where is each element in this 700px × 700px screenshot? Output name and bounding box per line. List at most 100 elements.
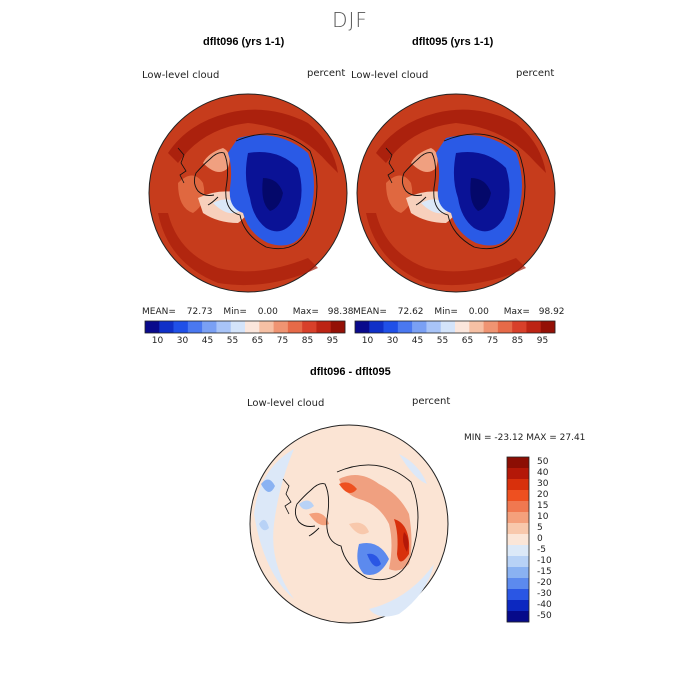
diff-colorbar-swatch	[507, 512, 529, 524]
panel-2-colorbar-swatch	[540, 321, 556, 333]
panel-1-colorbar-swatch	[302, 321, 317, 333]
panel-1-field-label: Low-level cloud	[142, 70, 220, 81]
diff-colorbar-swatch	[507, 578, 529, 590]
panel-1-colorbar-swatch	[145, 321, 160, 333]
figure-season-title: DJF	[332, 8, 368, 32]
panel-1-colorbar-tick-label: 65	[251, 336, 264, 346]
panel-2-colorbar-swatch	[412, 321, 427, 333]
panel-2-colorbar-swatch	[397, 321, 413, 333]
panel-1-colorbar	[144, 320, 346, 334]
panel-1-colorbar-swatch	[245, 321, 260, 333]
panel-2-colorbar-swatch	[426, 321, 442, 333]
panel-1-colorbar-tick-label: 75	[276, 336, 289, 346]
panel-1-colorbar-tick-label: 95	[326, 336, 339, 346]
panel-2-max-label: Max=	[503, 307, 530, 317]
diff-colorbar-swatch	[507, 589, 529, 601]
diff-colorbar	[506, 456, 530, 623]
panel-1-colorbar-swatch	[159, 321, 174, 333]
panel-2-stats: MEAN= 72.62 Min= 0.00 Max= 98.92	[353, 307, 565, 317]
diff-colorbar-tick-label: 30	[537, 478, 549, 489]
panel-1-colorbar-tick-label: 85	[301, 336, 314, 346]
panel-2-colorbar-swatch	[369, 321, 384, 333]
diff-colorbar-swatch	[507, 567, 529, 579]
panel-1-colorbar-swatch	[259, 321, 274, 333]
panel-1-colorbar-swatch	[202, 321, 217, 333]
panel-2-colorbar-swatch	[440, 321, 456, 333]
diff-colorbar-tick-label: -10	[537, 555, 552, 566]
panel-1-colorbar-tick-label: 30	[176, 336, 189, 346]
diff-colorbar-tick-label: -40	[537, 599, 552, 610]
diff-colorbar-frame	[506, 456, 530, 623]
panel-2-colorbar-tick-label: 65	[461, 336, 474, 346]
diff-colorbar-swatch	[507, 479, 529, 491]
panel-1-colorbar-swatch	[316, 321, 332, 333]
panel-2-min-value: 0.00	[468, 307, 489, 317]
panel-2-colorbar-tick-label: 10	[361, 336, 374, 346]
panel-2-colorbar-frame	[354, 320, 556, 334]
diff-colorbar-swatch	[507, 523, 529, 535]
diff-colorbar-swatch	[507, 556, 529, 568]
panel-1-colorbar-swatch	[187, 321, 203, 333]
panel-1-units-label: percent	[307, 68, 346, 79]
diff-colorbar-tick-label: -30	[537, 588, 552, 599]
diff-colorbar-tick-label: 20	[537, 489, 549, 500]
diff-title: dflt096 - dflt095	[310, 366, 391, 378]
panel-1-colorbar-frame	[144, 320, 346, 334]
diff-colorbar-tick-label: -15	[537, 566, 552, 577]
panel-2-colorbar-tick-label: 55	[436, 336, 449, 346]
diff-colorbar-swatch	[507, 457, 529, 469]
diff-colorbar-tick-label: 50	[537, 456, 549, 467]
diff-colorbar-swatch	[507, 490, 529, 502]
panel-2-colorbar-tick-label: 45	[411, 336, 424, 346]
diff-colorbar-tick-label: 5	[537, 522, 543, 533]
panel-1-min-label: Min=	[223, 307, 247, 317]
panel-2-colorbar	[354, 320, 556, 334]
panel-2-colorbar-swatch	[355, 321, 370, 333]
diff-colorbar-tick-label: 0	[537, 533, 543, 544]
diff-colorbar-swatch	[507, 468, 529, 480]
panel-1-max-label: Max=	[292, 307, 319, 317]
panel-1-max-value: 98.38	[327, 307, 354, 317]
diff-range-text: MIN = -23.12 MAX = 27.41	[464, 433, 586, 443]
diff-colorbar-tick-label: -20	[537, 577, 552, 588]
diff-colorbar-tick-label: 40	[537, 467, 549, 478]
diff-colorbar-swatch	[507, 600, 529, 612]
panel-2-map	[356, 93, 556, 293]
panel-2-colorbar-swatch	[526, 321, 542, 333]
diff-colorbar-swatch	[507, 545, 529, 557]
panel-2-units-label: percent	[516, 68, 555, 79]
panel-2-colorbar-swatch	[497, 321, 513, 333]
panel-1-colorbar-swatch	[273, 321, 289, 333]
panel-2-colorbar-swatch	[483, 321, 499, 333]
panel-2-colorbar-swatch	[455, 321, 470, 333]
panel-2-colorbar-swatch	[383, 321, 399, 333]
diff-colorbar-tick-label: 15	[537, 500, 549, 511]
diff-colorbar-swatch	[507, 501, 529, 513]
panel-1-mean-label: MEAN=	[142, 307, 176, 317]
panel-1-map	[148, 93, 348, 293]
panel-2-colorbar-tick-label: 75	[486, 336, 499, 346]
diff-colorbar-tick-label: -50	[537, 610, 552, 621]
diff-map	[249, 424, 449, 624]
panel-1-colorbar-tick-label: 45	[201, 336, 214, 346]
panel-2-colorbar-tick-label: 95	[536, 336, 549, 346]
panel-1-colorbar-swatch	[287, 321, 303, 333]
diff-colorbar-tick-label: -5	[537, 544, 546, 555]
panel-1-colorbar-tick-label: 55	[226, 336, 239, 346]
panel-2-mean-label: MEAN=	[353, 307, 387, 317]
panel-2-title: dflt095 (yrs 1-1)	[412, 36, 494, 48]
diff-units-label: percent	[412, 396, 451, 407]
panel-2-mean-value: 72.62	[397, 307, 424, 317]
panel-1-min-value: 0.00	[257, 307, 278, 317]
panel-1-colorbar-swatch	[330, 321, 346, 333]
diff-colorbar-swatch	[507, 534, 529, 546]
diff-colorbar-tick-label: 10	[537, 511, 549, 522]
panel-1-colorbar-swatch	[216, 321, 232, 333]
panel-2-colorbar-swatch	[512, 321, 527, 333]
diff-field-label: Low-level cloud	[247, 398, 325, 409]
panel-2-colorbar-swatch	[469, 321, 484, 333]
panel-1-colorbar-swatch	[173, 321, 189, 333]
diff-colorbar-swatch	[507, 611, 529, 623]
panel-2-field-label: Low-level cloud	[351, 70, 429, 81]
panel-1-colorbar-tick-label: 10	[151, 336, 164, 346]
